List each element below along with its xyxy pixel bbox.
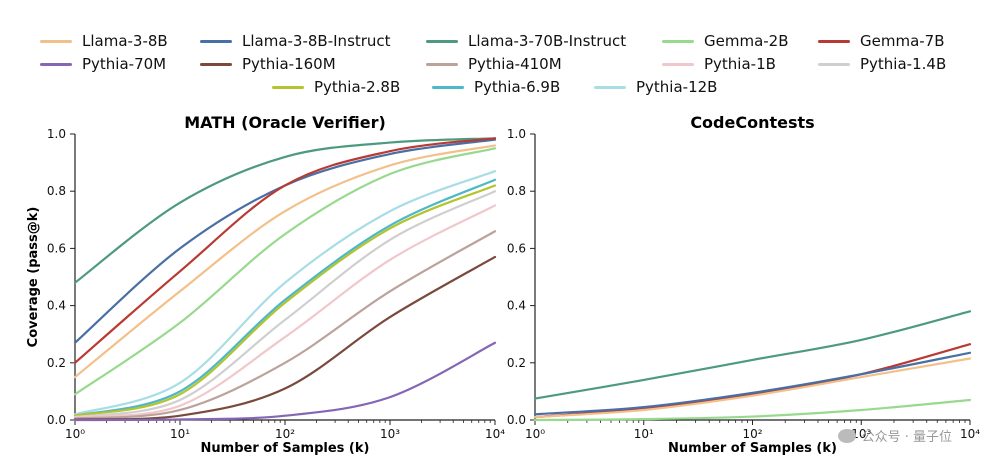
legend-swatch [272,85,304,89]
x-axis-label: Number of Samples (k) [201,441,370,456]
legend-label: Llama-3-70B-Instruct [468,32,627,50]
legend-swatch [426,62,458,66]
legend-item: Pythia-6.9B [432,76,560,98]
series-line [73,341,497,422]
y-tick-label: 1.0 [47,127,66,141]
series-line [73,178,497,417]
y-tick-label: 0.0 [507,413,526,427]
chart-panel: 0.0 0.2 0.4 0.6 0.8 1.0 10⁰ 10¹ 10² 10³ 10⁴ MATH (O… [26,113,505,456]
legend-item: Llama-3-70B-Instruct [426,30,626,52]
legend-label: Gemma-2B [704,32,789,50]
legend-label: Pythia-410M [468,55,562,73]
y-tick-label: 0.4 [47,299,66,313]
chart-legend: Llama-3-8B Llama-3-8B-Instruct Llama-3-70B… [0,30,1000,105]
legend-swatch [200,62,232,66]
chart-title: MATH (Oracle Verifier) [184,113,386,132]
series-line [73,137,497,284]
legend-item: Pythia-1.4B [818,53,946,75]
series-line [533,310,972,400]
legend-swatch [662,62,694,66]
wechat-icon [837,428,856,443]
x-tick-label: 10² [742,427,762,441]
y-tick-label: 0.4 [507,299,526,313]
series-line [533,351,972,416]
legend-label: Pythia-2.8B [314,78,401,96]
legend-swatch [426,39,458,43]
legend-swatch [200,39,232,43]
legend-item: Pythia-2.8B [272,76,400,98]
watermark-text: 公众号 · 量子位 [861,430,952,445]
legend-item: Pythia-1B [662,53,776,75]
legend-item: Pythia-410M [426,53,562,75]
series-line [73,137,497,364]
y-tick-label: 1.0 [507,127,526,141]
legend-label: Pythia-6.9B [474,78,561,96]
series-line [533,398,972,422]
chart-panel: 0.0 0.2 0.4 0.6 0.8 1.0 10⁰ 10¹ 10² 10³ 10⁴ CodeCon… [507,113,980,456]
y-tick-label: 0.8 [507,184,526,198]
legend-swatch [662,39,694,43]
x-tick-label: 10⁴ [485,427,505,441]
x-tick-label: 10¹ [170,427,190,441]
x-tick-label: 10³ [851,427,871,441]
legend-label: Pythia-1B [704,55,776,73]
legend-label: Pythia-12B [636,78,718,96]
series-line [73,144,497,379]
legend-item: Llama-3-8B-Instruct [200,30,391,52]
y-tick-label: 0.2 [507,356,526,370]
y-tick-label: 0.2 [47,356,66,370]
series-line [73,184,497,417]
series-line [73,230,497,420]
legend-swatch [40,62,72,66]
legend-item: Pythia-12B [594,76,717,98]
series-line [533,357,972,419]
x-tick-label: 10² [275,427,295,441]
legend-item: Gemma-2B [662,30,789,52]
series-line [73,147,497,396]
legend-item: Gemma-7B [818,30,945,52]
series-line [73,255,497,421]
legend-swatch [818,39,850,43]
legend-label: Llama-3-8B-Instruct [242,32,391,50]
x-tick-label: 10⁴ [960,427,980,441]
legend-label: Pythia-70M [82,55,167,73]
legend-swatch [594,85,626,89]
series-line [73,138,497,344]
chart-title: CodeContests [690,113,814,132]
legend-item: Llama-3-8B [40,30,168,52]
x-tick-label: 10⁰ [65,427,85,441]
y-axis-label: Coverage (pass@k) [26,207,41,348]
legend-label: Pythia-1.4B [860,55,947,73]
legend-label: Pythia-160M [242,55,336,73]
legend-swatch [432,85,464,89]
legend-item: Pythia-160M [200,53,336,75]
series-line [73,190,497,419]
y-tick-label: 0.6 [47,241,66,255]
legend-label: Gemma-7B [860,32,945,50]
x-tick-label: 10⁰ [525,427,545,441]
legend-label: Llama-3-8B [82,32,168,50]
y-tick-label: 0.0 [47,413,66,427]
y-tick-label: 0.6 [507,241,526,255]
series-line [73,204,497,419]
legend-item: Pythia-70M [40,53,166,75]
watermark: 公众号 · 量子位 [837,426,952,445]
x-tick-label: 10³ [380,427,400,441]
legend-swatch [818,62,850,66]
x-tick-label: 10¹ [634,427,654,441]
x-axis-label: Number of Samples (k) [668,441,837,456]
y-tick-label: 0.8 [47,184,66,198]
series-line [73,170,497,416]
legend-swatch [40,39,72,43]
